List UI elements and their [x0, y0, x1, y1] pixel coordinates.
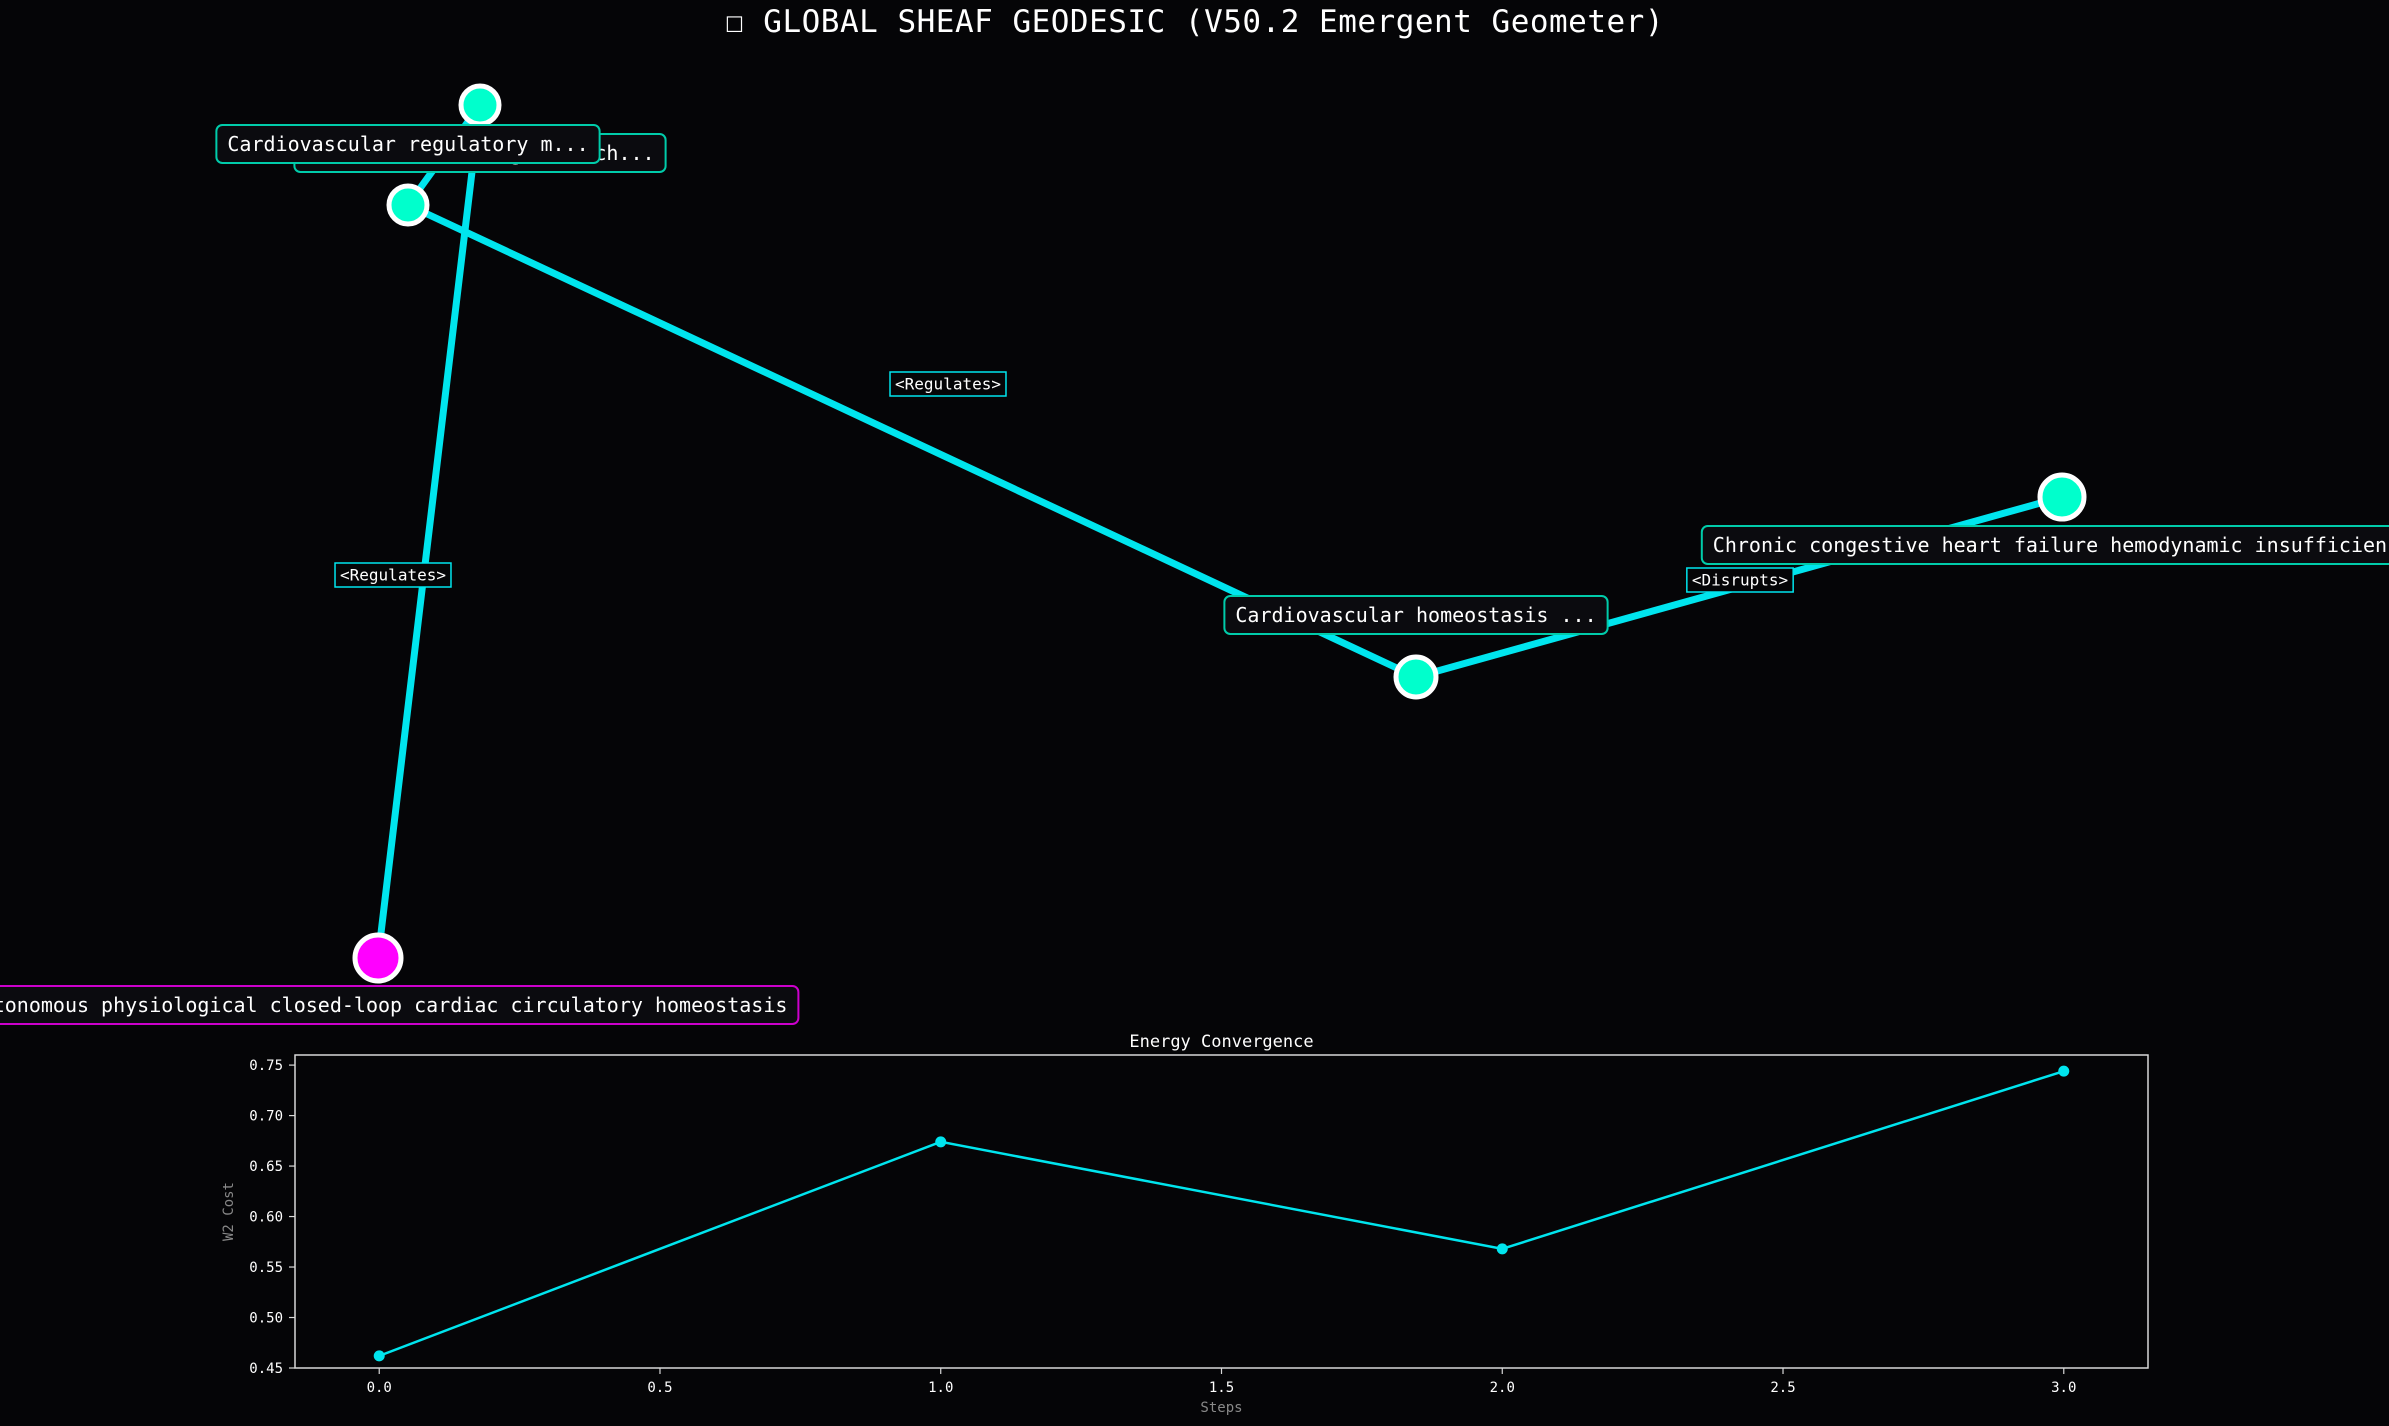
x-tick-label: 2.5 — [1770, 1380, 1795, 1396]
svg-text:<Regulates>: <Regulates> — [340, 566, 446, 585]
sheaf-geodesic-graph: <Regulates> <Regulates> <Disrupts> Cardiova… — [0, 83, 2389, 1025]
svg-text:Chronic congestive heart failu: Chronic congestive heart failure hemodyn… — [1713, 533, 2389, 557]
svg-text:<Disrupts>: <Disrupts> — [1692, 571, 1788, 590]
svg-text:<Regulates>: <Regulates> — [895, 375, 1001, 394]
data-point — [1496, 1243, 1508, 1255]
edge-label: <Regulates> — [334, 562, 452, 588]
y-tick-label: 0.50 — [249, 1311, 283, 1327]
y-tick-label: 0.75 — [249, 1058, 283, 1074]
edge-label: <Disrupts> — [1686, 567, 1794, 593]
y-tick-label: 0.70 — [249, 1109, 283, 1125]
x-tick-label: 3.0 — [2051, 1380, 2076, 1396]
svg-text:Autonomous physiological close: Autonomous physiological closed-loop car… — [0, 993, 787, 1017]
graph-node — [458, 83, 502, 127]
y-tick-label: 0.45 — [249, 1361, 283, 1377]
node-label: Cardiovascular regulatory m... — [215, 124, 601, 164]
data-point — [373, 1350, 385, 1362]
y-tick-label: 0.60 — [249, 1210, 283, 1226]
graph-node — [2037, 472, 2087, 522]
node-label: Cardiovascular homeostasis ... — [1223, 595, 1609, 635]
svg-text:Cardiovascular homeostasis ...: Cardiovascular homeostasis ... — [1235, 603, 1596, 627]
svg-text:Cardiovascular regulatory m...: Cardiovascular regulatory m... — [227, 132, 588, 156]
y-axis-label: W2 Cost — [221, 1182, 237, 1241]
graph-edge — [374, 101, 484, 962]
x-axis-label: Steps — [1200, 1400, 1242, 1416]
data-point — [935, 1136, 947, 1148]
energy-convergence-chart: Energy Convergence 0.0 0.5 1.0 1.5 2.0 2.5 3.0 0… — [221, 1032, 2149, 1416]
graph-node — [352, 932, 404, 984]
edge-label: <Regulates> — [889, 371, 1007, 397]
chart-title: Energy Convergence — [1129, 1032, 1313, 1052]
series-line — [378, 1069, 2065, 1358]
graph-node — [1393, 654, 1439, 700]
graph-node — [386, 183, 430, 227]
data-point — [2058, 1065, 2070, 1077]
figure-title: ☐ GLOBAL SHEAF GEODESIC (V50.2 Emergent … — [724, 4, 1664, 40]
node-label: Chronic congestive heart failure hemodyn… — [1700, 525, 2389, 565]
x-tick-label: 0.0 — [367, 1380, 392, 1396]
x-tick-label: 1.0 — [928, 1380, 953, 1396]
x-tick-label: 1.5 — [1209, 1380, 1234, 1396]
x-tick-label: 2.0 — [1490, 1380, 1515, 1396]
y-tick-label: 0.65 — [249, 1159, 283, 1175]
x-tick-label: 0.5 — [647, 1380, 672, 1396]
node-label: Autonomous physiological closed-loop car… — [0, 985, 800, 1025]
chart-frame — [294, 1054, 2149, 1369]
y-tick-label: 0.55 — [249, 1260, 283, 1276]
